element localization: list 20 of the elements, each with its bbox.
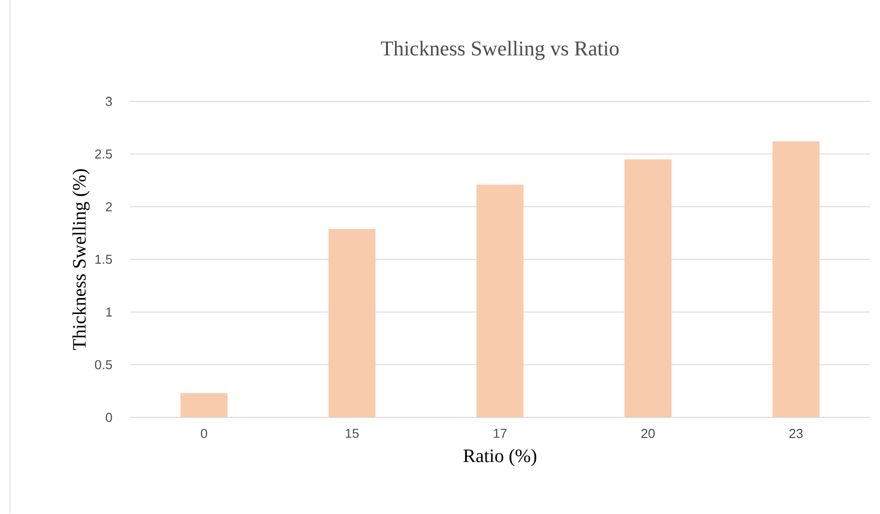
x-tick-label: 0 [200,429,208,438]
x-tick-label: 20 [641,429,655,438]
y-tick-label: 0 [106,412,112,422]
bar [624,159,672,418]
y-tick-label: 1.5 [95,254,112,264]
y-tick-label: 0.5 [94,360,112,370]
y-tick-label: 3 [106,96,112,106]
bar [180,393,228,418]
bar [328,228,376,418]
y-tick-label: 2.5 [95,150,112,159]
bar [476,184,524,418]
y-tick-label: 1 [106,308,112,317]
x-tick-label: 23 [789,429,803,438]
y-tick-label: 2 [106,202,112,212]
x-axis-title: Ratio (%) [464,449,536,466]
x-tick-label: 15 [346,429,359,438]
bar [772,142,820,418]
chart-title: Thickness Swelling vs Ratio [380,40,619,60]
x-tick-label: 17 [494,429,507,438]
y-axis-title: Thickness Swelling (%) [72,169,90,350]
